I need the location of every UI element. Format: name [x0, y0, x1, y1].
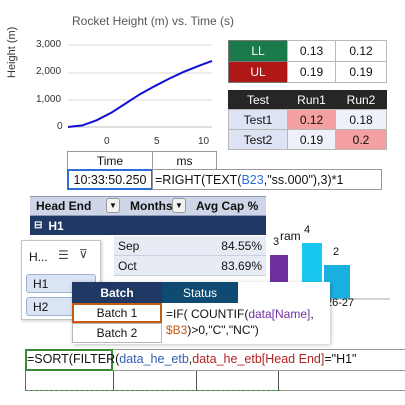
status-header: Status — [162, 282, 238, 303]
bar-chart-title: ram — [280, 229, 301, 243]
y-tick: 3,000 — [36, 39, 62, 50]
sort-formula-row — [25, 349, 405, 371]
runs-header-run2: Run2 — [335, 90, 387, 110]
y-tick: 2,000 — [36, 66, 62, 77]
runs-row1-run2: 0.18 — [335, 109, 387, 130]
formula-text: , — [188, 352, 193, 366]
pivot-header-row — [30, 196, 266, 216]
pivot-header-avgcap: Avg Cap % — [196, 199, 259, 213]
formula-ref: data[Name] — [248, 307, 311, 321]
grid-line — [278, 371, 279, 391]
ms-header: ms — [152, 151, 217, 170]
pivot-row: Sep 84.55% — [114, 236, 266, 256]
ul-run2: 0.19 — [335, 61, 387, 83]
ll-run1: 0.13 — [287, 40, 336, 62]
pivot-header-headend: Head End — [36, 199, 92, 213]
grid-line — [25, 371, 26, 391]
pivot-group-row[interactable]: ⊟ H1 — [30, 216, 266, 235]
bar-label: 2 — [333, 246, 340, 258]
chart-title: Rocket Height (m) vs. Time (s) — [71, 14, 235, 28]
batch-cell[interactable]: Batch 1 — [72, 303, 162, 323]
sort-formula: =SORT(FILTER(data_he_etb,data_he_etb[Hea… — [27, 352, 356, 366]
runs-row2-run1: 0.19 — [287, 129, 336, 150]
y-tick: 0 — [57, 121, 63, 132]
runs-row2-test: Test2 — [228, 129, 288, 150]
pivot-row-value: 84.55% — [221, 239, 262, 253]
batch-cell[interactable]: Batch 2 — [72, 323, 162, 343]
series-line — [67, 59, 213, 128]
ul-run1: 0.19 — [287, 61, 336, 83]
time-header: Time — [67, 151, 153, 170]
status-formula[interactable]: =IF( COUNTIF(data[Name], $B3)>0,"C","NC"… — [166, 306, 314, 338]
runs-row1-run1: 0.12 — [287, 109, 336, 130]
formula-text: , — [310, 307, 314, 321]
slicer-title: H... — [29, 250, 48, 264]
filter-dropdown-button[interactable]: ▼ — [106, 198, 120, 213]
x-tick: 0 — [104, 136, 110, 147]
x-tick: 10 — [198, 136, 210, 147]
formula-ref: $B3 — [166, 323, 188, 337]
x-tick: 5 — [154, 136, 160, 147]
ll-label: LL — [228, 40, 288, 62]
pivot-header-months: Months — [130, 199, 173, 213]
runs-header-test: Test — [228, 90, 288, 110]
y-tick: 1,000 — [36, 94, 62, 105]
batch-header: Batch — [72, 282, 162, 303]
bar-label: 3 — [273, 236, 280, 248]
line-chart — [67, 44, 213, 128]
grid-line — [113, 371, 114, 391]
runs-row2-run2: 0.2 — [335, 129, 387, 150]
chevron-down-icon: ▼ — [109, 201, 117, 210]
formula-ref: data_he_etb[Head End] — [192, 352, 325, 366]
grid-line — [196, 371, 197, 391]
formula-text: )>0,"C","NC") — [187, 323, 259, 337]
ll-run2: 0.12 — [335, 40, 387, 62]
formula-ref: B23 — [241, 172, 264, 187]
ul-label: UL — [228, 61, 288, 83]
formula-text: =SORT(FILTER( — [27, 352, 120, 366]
formula-text: ="H1" — [324, 352, 357, 366]
multi-select-icon[interactable]: ☰ — [58, 248, 69, 262]
spill-border — [25, 390, 280, 391]
pivot-group-label: H1 — [48, 218, 64, 233]
sort-formula-cell[interactable] — [25, 349, 113, 371]
pivot-row-month: Sep — [118, 239, 140, 253]
collapse-icon[interactable]: ⊟ — [34, 220, 43, 231]
runs-header-run1: Run1 — [287, 90, 336, 110]
ms-formula-cell[interactable]: =RIGHT(TEXT(B23 ,"ss.000"),3)*1 — [152, 169, 382, 190]
formula-text: =IF( COUNTIF( — [166, 307, 249, 321]
pivot-row: Oct 83.69% — [114, 256, 266, 276]
formula-text: =RIGHT(TEXT( — [155, 172, 242, 187]
pivot-row-month: Oct — [118, 259, 137, 273]
bar-axis-label: 26-27 — [326, 297, 355, 309]
grid — [68, 44, 212, 101]
formula-ref: data_he_etb — [119, 352, 189, 366]
bar-label: 4 — [304, 224, 311, 236]
filter-dropdown-button[interactable]: ▼ — [172, 198, 186, 213]
chevron-down-icon: ▼ — [175, 201, 183, 210]
clear-filter-icon[interactable]: ⊽ — [79, 247, 88, 261]
grid-row — [25, 371, 405, 391]
pivot-row-value: 83.69% — [221, 259, 262, 273]
formula-text: ,"ss.000"),3)*1 — [263, 172, 344, 187]
time-value-cell[interactable]: 10:33:50.250 — [67, 169, 153, 190]
runs-row1-test: Test1 — [228, 109, 288, 130]
